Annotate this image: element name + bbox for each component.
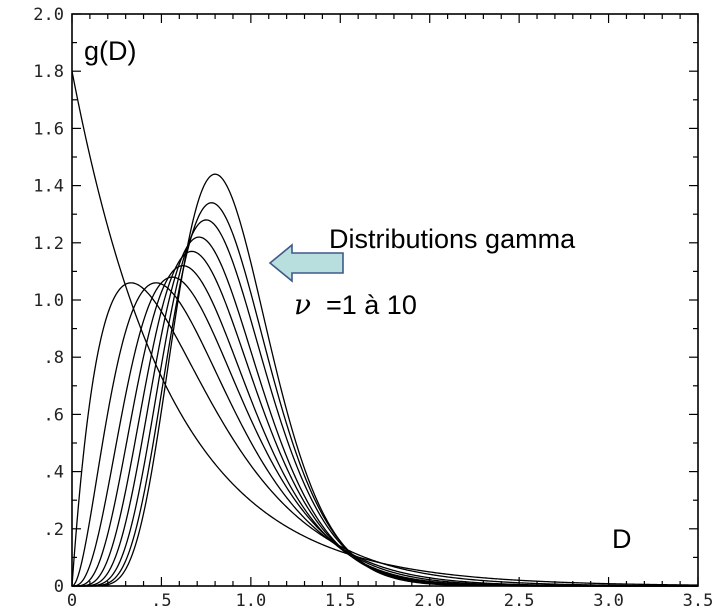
axis-tick-labels: 0 .5 1.0 1.5 2.0 2.5 3.0 3.5 0 .2 .4 .6 .8 1.0 1.2 1.4 1…: [33, 5, 713, 611]
x-tick-label: 2.0: [414, 591, 445, 611]
y-tick-label: .8: [44, 348, 64, 368]
x-tick-label: 1.0: [235, 591, 266, 611]
y-tick-label: .6: [44, 405, 64, 425]
y-tick-label: 0: [54, 577, 64, 597]
gamma-curve-nu-1: [71, 71, 699, 586]
y-tick-label: 1.4: [33, 177, 64, 197]
x-tick-label: 3.5: [683, 591, 714, 611]
x-tick-label: .5: [151, 591, 171, 611]
annotation-text: Distributions gamma: [329, 224, 576, 254]
x-tick-label: 0: [67, 591, 77, 611]
gamma-curve-nu-2: [71, 282, 698, 587]
y-tick-label: 2.0: [33, 5, 64, 25]
gamma-curve-nu-9: [72, 202, 698, 587]
x-tick-label: 3.0: [593, 591, 624, 611]
curves: [71, 71, 699, 587]
annotation-range: =1 à 10: [326, 290, 417, 320]
annotation-arrow: [268, 243, 344, 283]
y-tick-label: 1.8: [33, 62, 64, 82]
plot-frame: [71, 13, 699, 587]
x-tick-label: 2.5: [504, 591, 535, 611]
gamma-curve-nu-4: [71, 276, 698, 587]
y-tick-label: .2: [44, 520, 64, 540]
y-tick-label: .4: [44, 463, 64, 483]
gamma-curve-nu-8: [72, 219, 698, 587]
x-axis-label: D: [612, 524, 632, 554]
y-tick-label: 1.2: [33, 234, 64, 254]
gamma-curve-nu-3: [71, 282, 698, 587]
y-tick-label: 1.0: [33, 291, 64, 311]
y-axis-label: g(D): [84, 36, 137, 66]
x-tick-label: 1.5: [325, 591, 356, 611]
nu-symbol: ν: [294, 288, 311, 321]
y-tick-label: 1.6: [33, 119, 64, 139]
